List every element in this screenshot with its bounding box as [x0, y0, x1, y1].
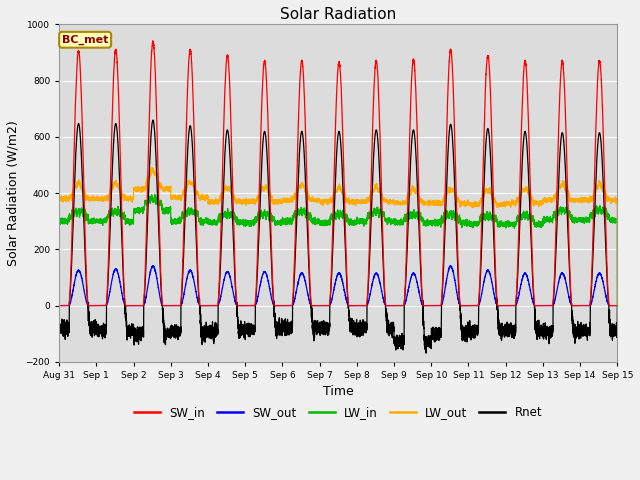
LW_in — [245, 219, 253, 225]
Rnet — [149, 117, 157, 123]
SW_in — [614, 303, 621, 309]
Line: LW_in: LW_in — [59, 194, 618, 306]
SW_out — [614, 303, 621, 309]
Text: BC_met: BC_met — [62, 35, 108, 45]
X-axis label: Time: Time — [323, 385, 354, 398]
SW_out — [590, 289, 598, 295]
LW_out — [55, 196, 63, 202]
Rnet — [614, 303, 621, 309]
SW_in — [55, 303, 63, 309]
SW_out — [319, 303, 327, 309]
SW_out — [447, 263, 454, 268]
Line: SW_out: SW_out — [59, 265, 618, 306]
LW_out — [614, 303, 621, 309]
Line: Rnet: Rnet — [59, 120, 618, 353]
Rnet — [55, 325, 63, 331]
SW_in — [245, 303, 253, 309]
Rnet — [590, 227, 598, 233]
SW_out — [479, 284, 487, 290]
SW_in — [590, 198, 598, 204]
SW_in — [583, 303, 591, 309]
SW_in — [463, 303, 471, 309]
LW_out — [148, 165, 156, 170]
Y-axis label: Solar Radiation (W/m2): Solar Radiation (W/m2) — [7, 120, 20, 266]
Line: LW_out: LW_out — [59, 168, 618, 306]
LW_in — [590, 208, 598, 214]
Rnet — [319, 330, 327, 336]
LW_in — [151, 192, 159, 197]
SW_out — [463, 303, 471, 309]
Rnet — [422, 350, 430, 356]
LW_in — [55, 219, 63, 225]
SW_in — [479, 168, 487, 174]
LW_in — [614, 303, 621, 309]
LW_out — [479, 193, 487, 199]
Title: Solar Radiation: Solar Radiation — [280, 7, 396, 22]
Rnet — [245, 326, 253, 332]
LW_out — [319, 199, 327, 204]
LW_out — [463, 200, 471, 205]
LW_in — [583, 215, 591, 221]
SW_out — [55, 303, 63, 309]
LW_in — [319, 219, 327, 225]
Rnet — [463, 336, 471, 341]
LW_in — [463, 221, 471, 227]
Line: SW_in: SW_in — [59, 41, 618, 306]
LW_out — [590, 189, 598, 194]
Rnet — [479, 206, 487, 212]
Legend: SW_in, SW_out, LW_in, LW_out, Rnet: SW_in, SW_out, LW_in, LW_out, Rnet — [129, 401, 547, 423]
LW_in — [479, 212, 487, 218]
SW_out — [245, 303, 253, 309]
SW_out — [583, 303, 591, 309]
Rnet — [583, 329, 591, 335]
LW_out — [245, 198, 253, 204]
SW_in — [149, 38, 157, 44]
LW_out — [583, 195, 591, 201]
SW_in — [319, 303, 327, 309]
